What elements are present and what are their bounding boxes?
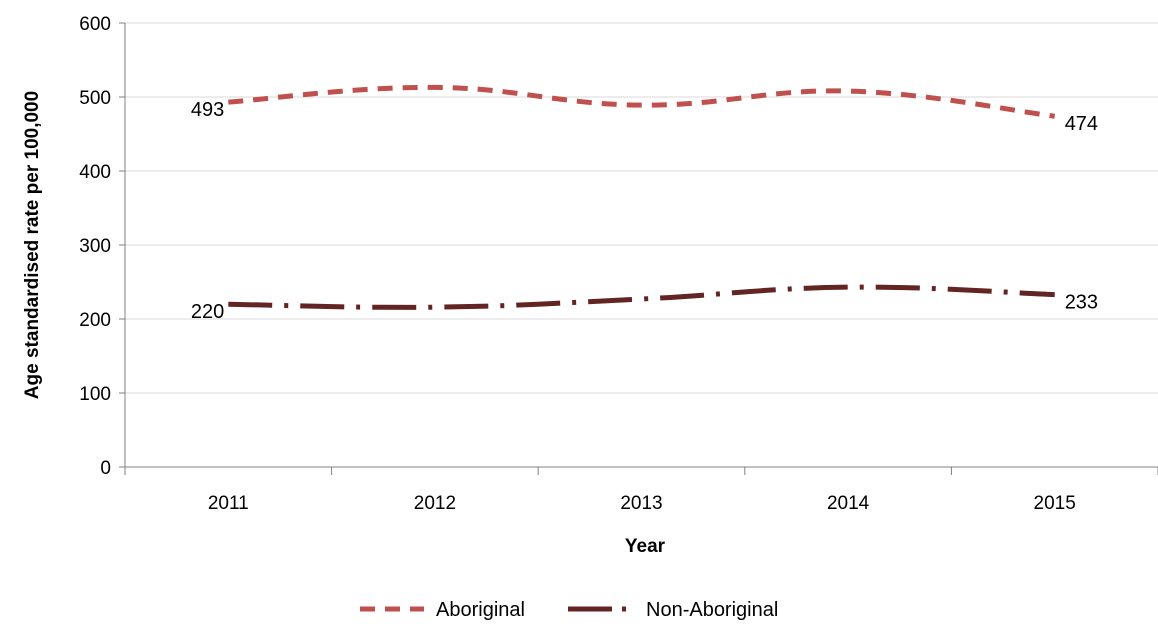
y-tick-label: 500 bbox=[79, 88, 111, 109]
data-labels: 493 474 220 233 bbox=[191, 99, 1098, 323]
y-tick-label: 100 bbox=[79, 384, 111, 405]
x-tick-label: 2014 bbox=[827, 493, 870, 514]
y-tick-label: 600 bbox=[79, 14, 111, 35]
series-lines bbox=[228, 84, 1056, 310]
y-tick-label: 400 bbox=[79, 162, 111, 183]
x-tick-label: 2015 bbox=[1034, 493, 1076, 514]
data-label: 233 bbox=[1065, 292, 1098, 314]
y-tick-label: 200 bbox=[79, 310, 111, 331]
x-axis-ticks: 2011 2012 2013 2014 2015 bbox=[124, 467, 1158, 514]
legend: Aboriginal Non-Aboriginal bbox=[360, 599, 778, 621]
data-label: 493 bbox=[191, 99, 224, 121]
gridlines bbox=[125, 22, 1158, 394]
series-line-aboriginal bbox=[228, 84, 1056, 119]
y-tick-label: 300 bbox=[79, 236, 111, 257]
legend-label-non-aboriginal: Non-Aboriginal bbox=[646, 599, 778, 621]
x-tick-label: 2012 bbox=[414, 493, 456, 514]
y-tick-label: 0 bbox=[100, 458, 111, 479]
series-line-non-aboriginal bbox=[228, 284, 1055, 310]
x-axis-title: Year bbox=[625, 536, 666, 557]
data-label: 220 bbox=[191, 301, 224, 323]
y-axis-title: Age standardised rate per 100,000 bbox=[22, 91, 43, 399]
legend-label-aboriginal: Aboriginal bbox=[436, 599, 525, 621]
x-tick-label: 2013 bbox=[620, 493, 662, 514]
x-tick-label: 2011 bbox=[208, 493, 249, 514]
y-axis-ticks: 0 100 200 300 400 500 600 bbox=[79, 14, 125, 479]
data-label: 474 bbox=[1065, 113, 1098, 135]
